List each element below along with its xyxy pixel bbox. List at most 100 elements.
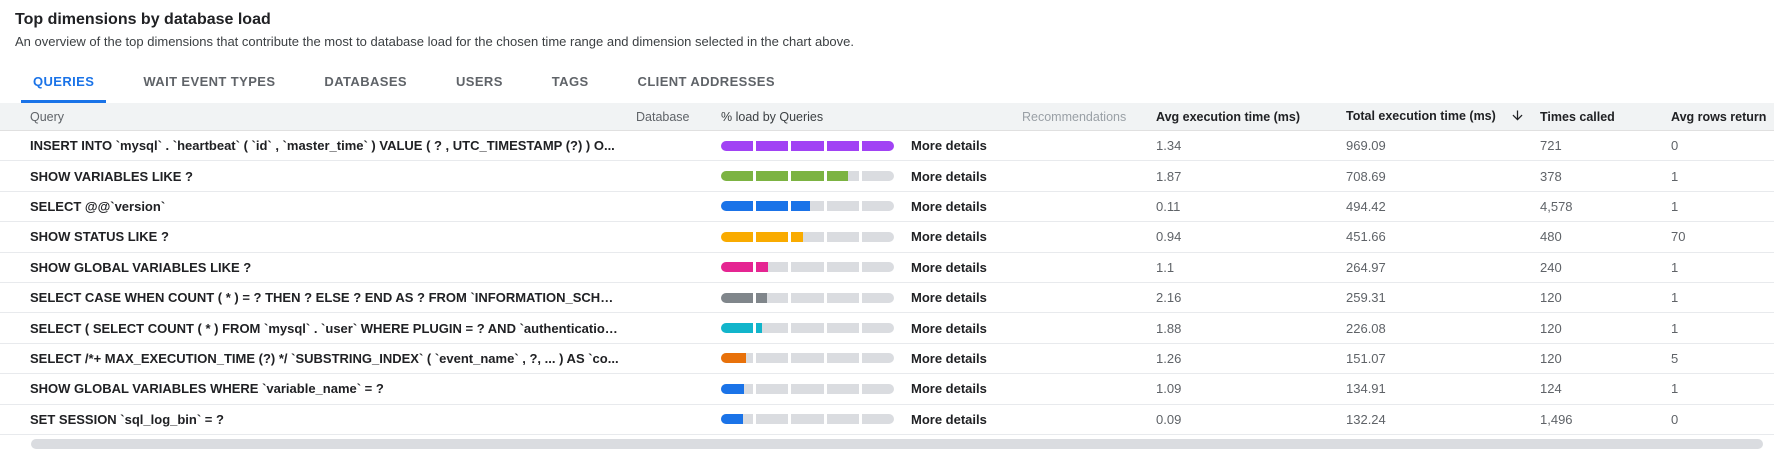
- tab-wait-event-types[interactable]: WAIT EVENT TYPES: [143, 73, 276, 89]
- more-details-link[interactable]: More details: [911, 411, 987, 427]
- load-bar-segment: [826, 414, 859, 425]
- times-called-cell: 721: [1540, 138, 1562, 154]
- load-cell: More details: [721, 412, 1022, 427]
- load-cell: More details: [721, 138, 1022, 153]
- load-bar-segment: [721, 353, 754, 364]
- column-header-avg-execution-time[interactable]: Avg execution time (ms): [1156, 109, 1301, 124]
- query-cell[interactable]: SHOW STATUS LIKE ?: [30, 229, 169, 245]
- column-header-total-execution-time[interactable]: Total execution time (ms): [1346, 108, 1540, 126]
- tab-queries[interactable]: QUERIES: [21, 62, 107, 103]
- load-bar-segment: [721, 292, 754, 303]
- load-cell: More details: [721, 199, 1022, 214]
- query-cell[interactable]: SELECT CASE WHEN COUNT ( * ) = ? THEN ? …: [30, 290, 631, 306]
- table-row: SELECT @@`version` More details 0.11 494…: [0, 192, 1774, 223]
- load-bar-segment: [861, 201, 895, 212]
- load-bar-segment: [721, 383, 754, 394]
- column-header-times-called[interactable]: Times called: [1540, 109, 1615, 124]
- load-bar: [721, 292, 895, 303]
- load-bar-segment: [826, 353, 859, 364]
- load-bar-segment: [756, 323, 789, 334]
- avg-execution-time-cell: 1.88: [1156, 320, 1182, 336]
- avg-execution-time-cell: 2.16: [1156, 290, 1182, 306]
- more-details-link[interactable]: More details: [911, 259, 987, 275]
- more-details-link[interactable]: More details: [911, 138, 987, 154]
- avg-execution-time-cell: 1.1: [1156, 259, 1175, 275]
- column-header-load[interactable]: % load by Queries: [721, 109, 824, 124]
- avg-execution-time-cell: 1.87: [1156, 168, 1182, 184]
- load-bar-segment: [721, 323, 754, 334]
- load-bar-segment: [861, 292, 895, 303]
- load-bar-segment: [861, 262, 895, 273]
- more-details-link[interactable]: More details: [911, 198, 987, 214]
- more-details-link[interactable]: More details: [911, 229, 987, 245]
- load-bar: [721, 201, 895, 212]
- column-header-database[interactable]: Database: [636, 109, 690, 124]
- total-execution-time-cell: 969.09: [1346, 138, 1386, 154]
- total-execution-time-cell: 494.42: [1346, 198, 1386, 214]
- times-called-cell: 480: [1540, 229, 1562, 245]
- load-bar-segment: [826, 323, 859, 334]
- table-row: SELECT /*+ MAX_EXECUTION_TIME (?) */ `SU…: [0, 344, 1774, 375]
- query-cell[interactable]: INSERT INTO `mysql` . `heartbeat` ( `id`…: [30, 138, 615, 154]
- more-details-link[interactable]: More details: [911, 350, 987, 366]
- load-bar-segment: [791, 201, 824, 212]
- load-bar-segment: [756, 140, 789, 151]
- total-execution-time-cell: 151.07: [1346, 350, 1386, 366]
- load-bar-segment: [826, 201, 859, 212]
- load-bar-segment: [756, 292, 789, 303]
- dimension-tabs: QUERIES WAIT EVENT TYPES DATABASES USERS…: [0, 62, 1774, 103]
- load-bar-segment: [791, 414, 824, 425]
- avg-execution-time-cell: 1.09: [1156, 381, 1182, 397]
- load-cell: More details: [721, 321, 1022, 336]
- times-called-cell: 378: [1540, 168, 1562, 184]
- load-bar-segment: [826, 292, 859, 303]
- column-header-query[interactable]: Query: [30, 109, 65, 124]
- query-cell[interactable]: SHOW VARIABLES LIKE ?: [30, 168, 193, 184]
- load-bar-segment: [791, 262, 824, 273]
- query-cell[interactable]: SET SESSION `sql_log_bin` = ?: [30, 411, 224, 427]
- load-cell: More details: [721, 169, 1022, 184]
- load-bar-segment: [721, 262, 754, 273]
- table-body: INSERT INTO `mysql` . `heartbeat` ( `id`…: [0, 131, 1774, 435]
- query-cell[interactable]: SHOW GLOBAL VARIABLES WHERE `variable_na…: [30, 381, 384, 397]
- times-called-cell: 124: [1540, 381, 1562, 397]
- more-details-link[interactable]: More details: [911, 290, 987, 306]
- avg-rows-returned-cell: 0: [1671, 138, 1679, 154]
- load-bar-segment: [861, 140, 895, 151]
- load-bar-segment: [791, 171, 824, 182]
- tab-databases[interactable]: DATABASES: [324, 73, 407, 89]
- more-details-link[interactable]: More details: [911, 381, 987, 397]
- query-cell[interactable]: SELECT /*+ MAX_EXECUTION_TIME (?) */ `SU…: [30, 350, 619, 366]
- load-bar-segment: [861, 414, 895, 425]
- more-details-link[interactable]: More details: [911, 168, 987, 184]
- query-cell[interactable]: SHOW GLOBAL VARIABLES LIKE ?: [30, 259, 252, 275]
- load-bar-segment: [756, 231, 789, 242]
- tab-users[interactable]: USERS: [456, 73, 503, 89]
- tab-client-addresses[interactable]: CLIENT ADDRESSES: [637, 73, 775, 89]
- load-bar-segment: [721, 201, 754, 212]
- load-cell: More details: [721, 260, 1022, 275]
- query-cell[interactable]: SELECT ( SELECT COUNT ( * ) FROM `mysql`…: [30, 320, 624, 336]
- load-bar-segment: [861, 323, 895, 334]
- load-bar: [721, 262, 895, 273]
- load-bar-segment: [756, 383, 789, 394]
- avg-rows-returned-cell: 1: [1671, 259, 1679, 275]
- load-bar-segment: [861, 383, 895, 394]
- table-row: INSERT INTO `mysql` . `heartbeat` ( `id`…: [0, 131, 1774, 162]
- table-row: SHOW GLOBAL VARIABLES WHERE `variable_na…: [0, 374, 1774, 405]
- load-bar-segment: [861, 353, 895, 364]
- query-cell[interactable]: SELECT @@`version`: [30, 198, 166, 214]
- times-called-cell: 120: [1540, 290, 1562, 306]
- tab-tags[interactable]: TAGS: [551, 73, 589, 89]
- load-bar: [721, 231, 895, 242]
- more-details-link[interactable]: More details: [911, 320, 987, 336]
- load-bar-segment: [791, 231, 824, 242]
- load-bar-segment: [791, 323, 824, 334]
- load-bar-segment: [791, 383, 824, 394]
- times-called-cell: 240: [1540, 259, 1562, 275]
- column-header-avg-rows-returned[interactable]: Avg rows returned: [1671, 109, 1766, 124]
- load-bar-segment: [721, 171, 754, 182]
- horizontal-scrollbar[interactable]: [31, 438, 1763, 449]
- sort-descending-icon[interactable]: [1510, 108, 1525, 126]
- load-bar: [721, 323, 895, 334]
